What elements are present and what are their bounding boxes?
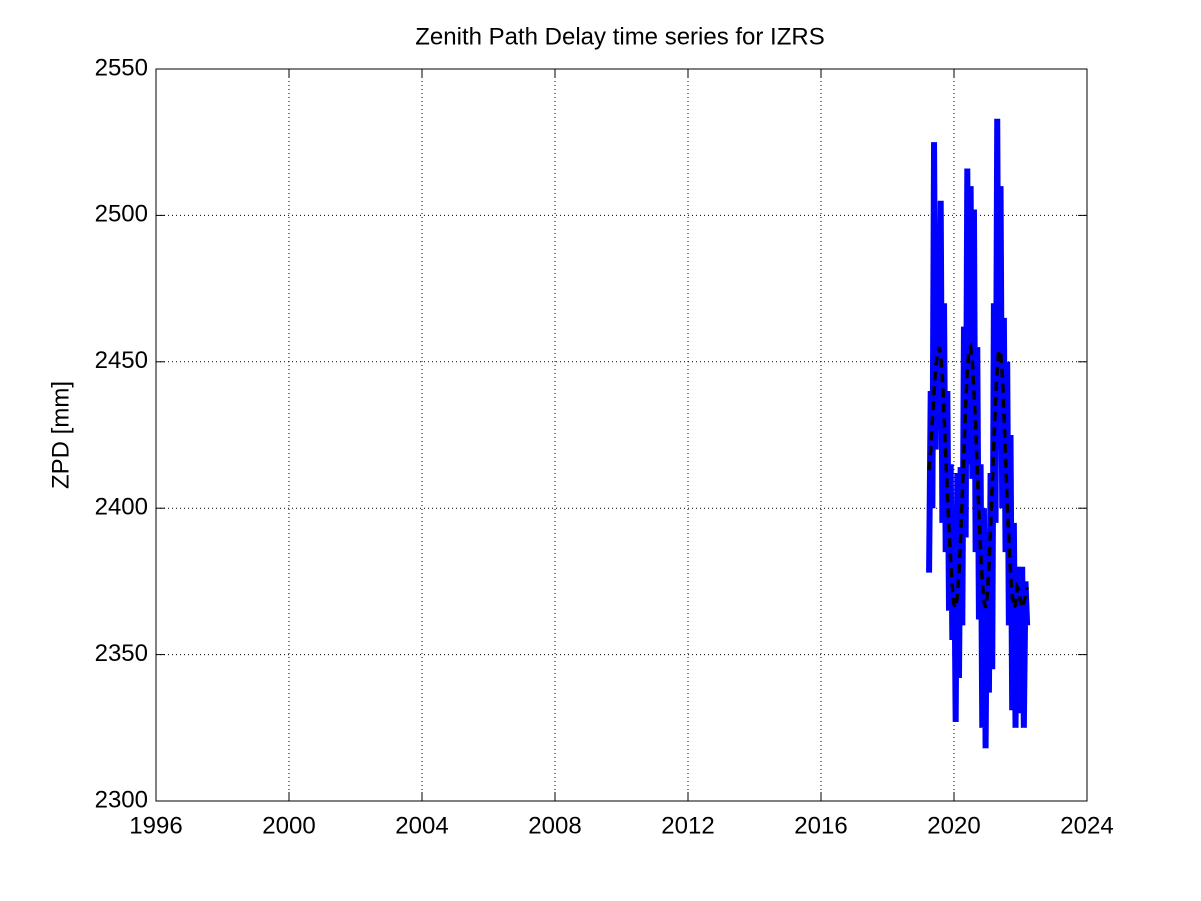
x-tick-label: 2000 [262, 812, 315, 839]
x-tick-label: 2004 [395, 812, 448, 839]
x-tick-label: 1996 [129, 812, 182, 839]
x-tick-label: 2012 [661, 812, 714, 839]
x-tick-label: 2016 [794, 812, 847, 839]
x-tick-label: 2024 [1060, 812, 1113, 839]
y-tick-label: 2450 [95, 347, 148, 374]
series-line [927, 341, 1029, 615]
y-tick-label: 2400 [95, 494, 148, 521]
y-tick-label: 2300 [95, 786, 148, 813]
x-tick-label: 2020 [927, 812, 980, 839]
y-tick-label: 2500 [95, 201, 148, 228]
chart-title: Zenith Path Delay time series for IZRS [415, 23, 824, 50]
plot-frame [155, 68, 1088, 802]
y-axis-label: ZPD [mm] [47, 381, 74, 489]
y-tick-label: 2350 [95, 640, 148, 667]
y-tick-label: 2550 [95, 54, 148, 81]
x-tick-label: 2008 [528, 812, 581, 839]
